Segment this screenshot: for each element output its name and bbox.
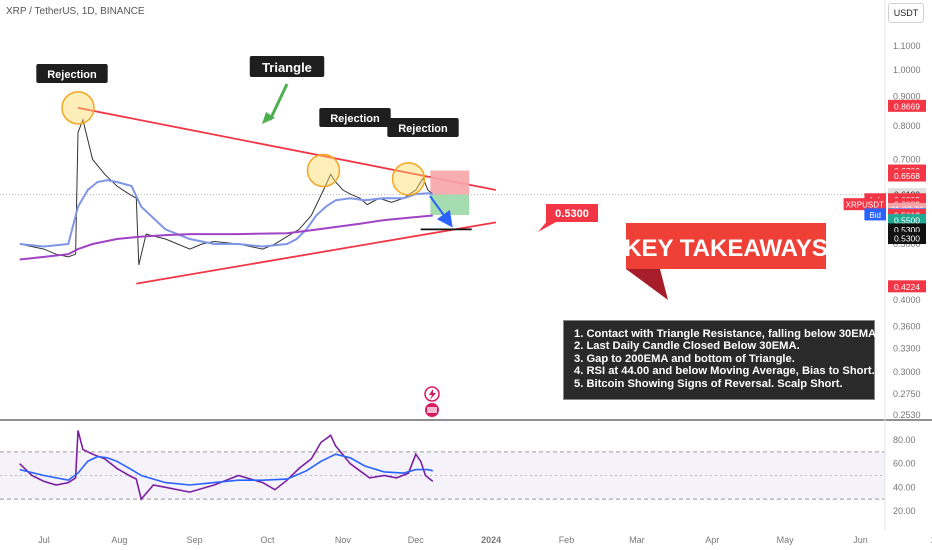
time-tick-label: 2024 xyxy=(481,535,501,545)
ema-short-line[interactable] xyxy=(19,179,433,248)
triangle-label-bg xyxy=(249,56,325,77)
rsi-ma-line[interactable] xyxy=(19,453,433,486)
price-tick-label: 0.9000 xyxy=(893,91,921,101)
flag-glyph-icon xyxy=(427,407,437,413)
price-tick-label: 0.8000 xyxy=(893,121,921,131)
takeaway-line: 3. Gap to 200EMA and bottom of Triangle. xyxy=(574,352,795,365)
target-label-bg xyxy=(546,204,598,222)
price-tick-label: 0.7000 xyxy=(893,155,921,165)
key-takeaways-title: KEY TAKEAWAYS xyxy=(624,235,828,262)
rsi-pane[interactable] xyxy=(0,430,885,501)
takeaway-line: 4. RSI at 44.00 and below Moving Average… xyxy=(574,365,875,378)
price-tick-label: 0.2530 xyxy=(893,410,921,420)
time-tick-label: 2 xyxy=(931,535,932,545)
rsi-tick-label: 40.00 xyxy=(893,482,916,492)
takeaways-box: 1. Contact with Triangle Resistance, fal… xyxy=(563,320,880,400)
rejection-label: Rejection xyxy=(47,69,97,81)
price-tick-label: 0.2750 xyxy=(893,389,921,399)
price-tick-label: 0.3000 xyxy=(893,367,921,377)
takeaway-line: 5. Bitcoin Showing Signs of Reversal. Sc… xyxy=(574,377,843,390)
takeaway-line: 2. Last Daily Candle Closed Below 30EMA. xyxy=(574,340,800,353)
time-tick-label: Oct xyxy=(261,535,276,545)
time-tick-label: Feb xyxy=(559,535,575,545)
price-pane[interactable] xyxy=(0,106,885,285)
time-tick-label: May xyxy=(777,535,795,545)
price-tick-label: 0.3300 xyxy=(893,343,921,353)
rsi-tick-label: 60.00 xyxy=(893,459,916,469)
price-tag-prefix-text: XRPUSDT xyxy=(846,201,884,210)
time-tick-label: Nov xyxy=(335,535,352,545)
price-axis[interactable]: 1.10001.00000.90000.80000.70000.60000.50… xyxy=(843,0,926,530)
price-tag-prefix-text: Bid xyxy=(869,211,881,220)
target-label-pointer xyxy=(538,220,556,232)
ema-long-line[interactable] xyxy=(19,214,433,261)
price-tick-label: 1.0000 xyxy=(893,65,921,75)
trendline[interactable] xyxy=(136,221,497,285)
price-tag-text: 0.8669 xyxy=(894,101,920,111)
rsi-tick-label: 20.00 xyxy=(893,506,916,516)
price-tag-text: 0.4224 xyxy=(894,282,920,292)
time-tick-label: Mar xyxy=(629,535,645,545)
key-takeaways-banner xyxy=(626,223,826,269)
triangle-label: Triangle xyxy=(262,60,312,75)
price-tag-text: 0.6568 xyxy=(894,171,920,181)
price-tag xyxy=(888,214,926,227)
time-tick-label: Aug xyxy=(111,535,127,545)
price-tag xyxy=(888,99,926,112)
symbol-title: XRP / TetherUS, 1D, BINANCE xyxy=(6,6,145,17)
rsi-band xyxy=(0,451,885,500)
rejection-circle xyxy=(306,153,341,188)
price-tag-text: 0.5500 xyxy=(894,216,920,226)
currency-button[interactable]: USDT xyxy=(888,3,924,23)
price-tag-prefix xyxy=(864,208,886,221)
triangle-arrow xyxy=(268,83,289,121)
price-tick-label: 0.3600 xyxy=(893,321,921,331)
rsi-line[interactable] xyxy=(19,430,434,501)
time-tick-label: Dec xyxy=(408,535,425,545)
time-tick-label: Sep xyxy=(187,535,203,545)
takeaway-line: 1. Contact with Triangle Resistance, fal… xyxy=(574,328,880,340)
time-axis[interactable]: Jul Aug Sep Oct Nov Dec 2024 Feb Mar Apr May Jun 2 xyxy=(38,535,932,545)
key-takeaways-tail xyxy=(626,269,668,300)
target-label: 0.5300 xyxy=(555,208,589,220)
rsi-tick-label: 80.00 xyxy=(893,435,916,445)
trendline[interactable] xyxy=(77,106,497,191)
price-tag-text: 0.5300 xyxy=(894,225,920,235)
price-tick-label: 0.4000 xyxy=(893,295,921,305)
price-tick-label: 1.1000 xyxy=(893,41,921,51)
price-tag-prefix xyxy=(843,198,886,211)
rejection-label: Rejection xyxy=(398,123,448,135)
rejection-circle xyxy=(391,162,426,196)
lightning-glyph-icon xyxy=(429,389,436,400)
projection-arrow xyxy=(429,195,453,228)
time-tick-label: Jul xyxy=(38,535,50,545)
price-tag xyxy=(888,232,926,245)
triangle-arrow-head xyxy=(262,112,275,124)
stop-loss-zone[interactable] xyxy=(430,170,470,195)
rejection-label: Rejection xyxy=(330,113,380,125)
price-tag xyxy=(888,169,926,182)
price-tag-text: 0.5300 xyxy=(894,234,920,244)
time-tick-label: Jun xyxy=(853,535,868,545)
rejection-label-bg xyxy=(387,118,459,137)
rejection-label-bg xyxy=(36,64,108,83)
price-tag xyxy=(888,280,926,293)
time-tick-label: Apr xyxy=(705,535,719,545)
annotations-layer: Rejection Rejection Rejection Triangle 0.530… xyxy=(36,56,828,417)
rejection-label-bg xyxy=(319,108,391,127)
rejection-circle xyxy=(61,91,95,125)
